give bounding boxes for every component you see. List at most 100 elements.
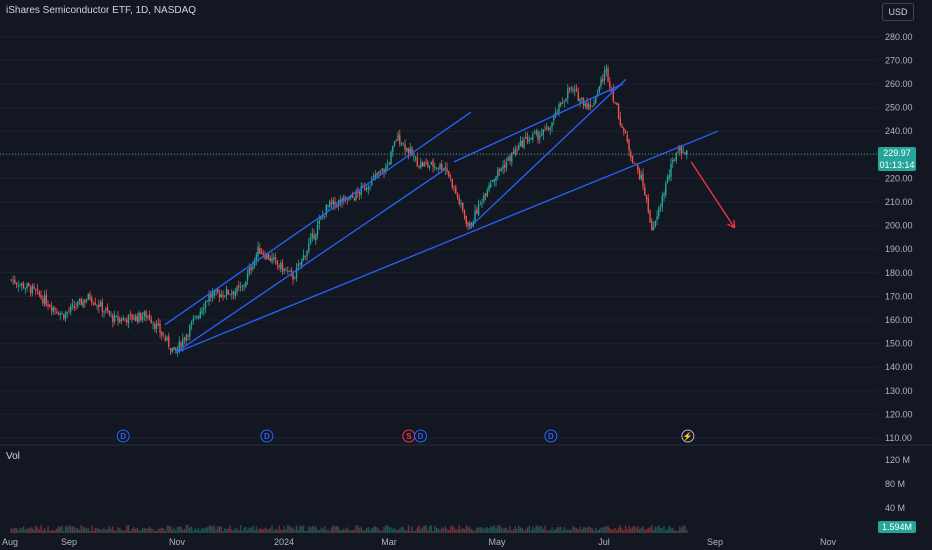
volume-bar	[490, 526, 492, 533]
event-markers[interactable]: D D S D D ⚡	[116, 429, 695, 443]
candle-body	[101, 301, 103, 312]
volume-bar	[446, 528, 448, 533]
volume-bar	[346, 527, 348, 533]
candle-body	[246, 273, 249, 281]
volume-bar	[78, 529, 81, 533]
trendline[interactable]	[174, 130, 719, 354]
volume-bar	[414, 530, 417, 533]
volume-bar	[239, 525, 242, 533]
candle-body	[197, 316, 200, 319]
volume-bar	[558, 527, 560, 533]
trendline[interactable]	[453, 83, 623, 163]
time-tick-label: Mar	[381, 537, 397, 547]
candle-body	[665, 183, 667, 195]
earnings-marker[interactable]	[681, 429, 695, 443]
candle-body	[427, 162, 429, 167]
candle-body	[533, 132, 536, 134]
volume-bar	[267, 529, 270, 533]
dividend-marker[interactable]	[414, 429, 428, 443]
volume-bar	[654, 526, 656, 533]
price-axis[interactable]: 280.00270.00260.00250.00240.00230.00220.…	[885, 32, 913, 513]
split-marker-label: S	[406, 432, 412, 441]
volume-bar	[173, 527, 175, 533]
candle-body	[495, 176, 497, 181]
candle-body	[500, 169, 502, 172]
candle-body	[70, 306, 72, 312]
candle-body	[29, 287, 32, 293]
volume-bar	[166, 525, 168, 533]
projection-arrowhead[interactable]	[733, 219, 736, 229]
candle-body	[47, 304, 49, 307]
volume-bar	[84, 527, 86, 533]
projection-arrow[interactable]	[690, 161, 736, 229]
candle-body	[211, 293, 214, 298]
volume-bar	[603, 526, 606, 533]
candle-body	[602, 79, 604, 82]
volume-bar	[106, 528, 109, 533]
volume-bar	[56, 528, 58, 533]
time-axis[interactable]: Aug Sep Nov 2024 Mar May Jul Sep Nov	[2, 537, 837, 547]
volume-bar	[225, 528, 228, 533]
candle-body	[327, 205, 329, 207]
candle-body	[514, 148, 516, 155]
volume-bar	[190, 526, 193, 533]
trendline[interactable]	[164, 111, 472, 326]
volume-bar	[197, 528, 200, 533]
candle-body	[106, 307, 109, 312]
candle-body	[581, 98, 583, 100]
volume-bar	[675, 530, 677, 533]
candle-body	[330, 202, 333, 204]
volume-bar	[218, 526, 221, 533]
candle-body	[124, 318, 126, 319]
candle-body	[579, 98, 581, 103]
candle-body	[456, 193, 459, 198]
trendline[interactable]	[468, 78, 627, 229]
candle-body	[129, 313, 131, 315]
volume-bar	[378, 528, 380, 533]
volume-bar	[140, 530, 142, 533]
volume-bar	[103, 527, 105, 533]
volume-bar	[455, 529, 457, 533]
candle-body	[392, 145, 394, 153]
dividend-marker[interactable]	[116, 429, 130, 443]
volume-bar	[563, 527, 565, 533]
candle-body	[239, 287, 242, 289]
candle-body	[603, 70, 606, 81]
volume-bar	[157, 529, 159, 533]
volume-bar	[73, 527, 75, 533]
candle-body	[255, 254, 257, 260]
trendlines[interactable]	[164, 78, 736, 354]
time-tick-label: 2024	[274, 537, 294, 547]
volume-bar	[619, 525, 621, 533]
candle-body	[539, 136, 541, 139]
candle-body	[675, 152, 677, 161]
volume-bar	[470, 528, 473, 533]
volume-bar	[677, 530, 679, 533]
volume-bar	[14, 528, 16, 533]
candle-body	[502, 165, 504, 169]
currency-button[interactable]: USD	[882, 3, 914, 21]
candle-body	[54, 308, 56, 311]
volume-bar	[532, 526, 534, 533]
candle-body	[234, 291, 236, 296]
candle-body	[474, 210, 476, 221]
volume-bar	[595, 528, 597, 533]
volume-bar	[213, 525, 215, 533]
candle-body	[446, 168, 448, 172]
volume-bar	[348, 529, 350, 533]
volume-bar	[663, 526, 665, 533]
dividend-marker[interactable]	[260, 429, 274, 443]
dividend-marker[interactable]	[544, 429, 558, 443]
volume-tick-label: 40 M	[885, 503, 905, 513]
volume-bar	[232, 530, 235, 533]
volume-bar	[624, 525, 627, 533]
candle-body	[371, 178, 373, 186]
volume-bar	[222, 530, 224, 533]
candle-body	[155, 324, 158, 330]
candle-body	[360, 186, 362, 195]
projection-arrowhead[interactable]	[727, 223, 735, 229]
candle-body	[150, 319, 152, 324]
candle-body	[358, 192, 361, 195]
trendline[interactable]	[174, 168, 446, 354]
